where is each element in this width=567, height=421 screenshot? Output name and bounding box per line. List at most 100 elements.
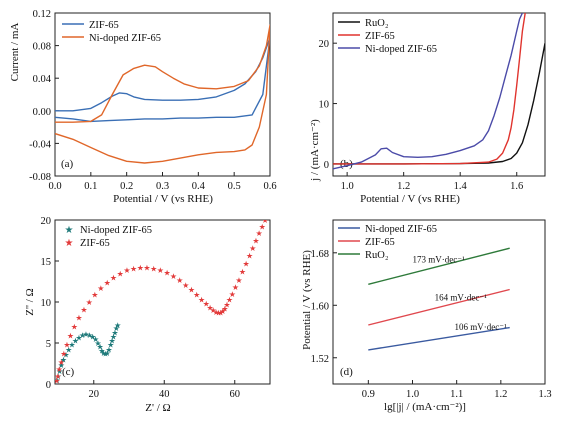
panel-c-series-1-point: ★ <box>188 286 195 295</box>
panel-c-series-1-point: ★ <box>130 264 137 273</box>
panel-a-xtick-label: 0.6 <box>263 181 276 192</box>
panel-c-series-1-point: ★ <box>259 223 266 232</box>
panel-c-series-1-point: ★ <box>219 307 226 316</box>
panel-a-ytick-label: 0.00 <box>33 107 51 118</box>
panel-c-series-1-point: ★ <box>226 296 233 305</box>
panel-c-series-1-point: ★ <box>86 298 93 307</box>
panel-a-xtick-label: 0.0 <box>48 181 61 192</box>
panel-c-series-1-point: ★ <box>80 305 87 314</box>
panel-a-ylabel: Current / mA <box>9 23 21 82</box>
panel-c-series-1-point: ★ <box>71 323 78 332</box>
panel-d-ytick-label: 1.68 <box>311 249 329 260</box>
panel-b-ytick-label: 10 <box>319 100 330 111</box>
panel-c-series-0-point: ★ <box>94 339 101 348</box>
panel-d-ytick-label: 1.60 <box>311 301 329 312</box>
panel-c-series-0-point: ★ <box>86 331 93 340</box>
panel-a-series-0-line <box>55 36 270 123</box>
panel-b-ytick-label: 20 <box>319 39 330 50</box>
panel-c-series-1-point: ★ <box>261 216 268 225</box>
panel-c-series-1-point: ★ <box>198 296 205 305</box>
panel-c-series-1-point: ★ <box>203 300 210 309</box>
panel-a-xtick-label: 0.2 <box>120 181 133 192</box>
panel-c-series-0-point: ★ <box>62 350 69 359</box>
panel-a-xtick-label: 0.3 <box>156 181 169 192</box>
panel-c-series-1-point: ★ <box>157 266 164 275</box>
panel-c-series-0-point: ★ <box>98 346 105 355</box>
panel-c-series-1-point: ★ <box>170 272 177 281</box>
panel-d-label: (d) <box>340 366 353 378</box>
panel-c-series-1-point: ★ <box>117 269 124 278</box>
panel-c-series-0-point: ★ <box>60 355 67 364</box>
panel-a-xtick-label: 0.4 <box>192 181 206 192</box>
panel-a-series-1-line <box>55 24 270 164</box>
panel-c-series-0-point: ★ <box>82 330 89 339</box>
panel-d-tafel-plot: Potential / V (vs RHE) lg[|j| / (mA·cm⁻²… <box>301 219 552 413</box>
panel-c-series-0-point: ★ <box>113 324 120 333</box>
panel-c-series-0-point: ★ <box>58 361 65 370</box>
panel-b-series-2-line <box>333 13 524 170</box>
panel-d-series-0-slope-label: 106 mV·dec⁻¹ <box>454 322 506 332</box>
panel-c-legend-label: Ni-doped ZIF-65 <box>80 225 152 236</box>
panel-d-legend-label: RuO₂ <box>365 250 389 261</box>
panel-c-series-1-point: ★ <box>235 276 242 285</box>
panel-d-xtick-label: 1.1 <box>450 389 463 400</box>
panel-c-series-0-point: ★ <box>54 376 61 385</box>
panel-c-series-1-point: ★ <box>110 273 117 282</box>
panel-c-legend-label: ZIF-65 <box>80 238 110 249</box>
panel-b-legend-label: ZIF-65 <box>365 31 395 42</box>
panel-b-series-1-line <box>333 13 526 165</box>
panel-c-series-1-point: ★ <box>163 268 170 277</box>
panel-c-series-1-point: ★ <box>91 291 98 300</box>
panel-d-legend-label: ZIF-65 <box>365 237 395 248</box>
panel-c-ytick-label: 15 <box>41 257 52 268</box>
panel-c-series-0-point: ★ <box>105 346 112 355</box>
panel-c-nyquist-plot: Z'' / Ω Z' / Ω (c) 20 40 6005101520★★★★★★★… <box>24 216 271 414</box>
panel-a-label: (a) <box>61 158 74 170</box>
panel-d-series-2-slope-label: 173 mV·dec⁻¹ <box>413 255 465 265</box>
panel-c-series-1-point: ★ <box>232 283 239 292</box>
panel-c-series-0-point: ★ <box>68 341 75 350</box>
panel-c-legend-marker: ★ <box>65 238 74 249</box>
panel-c-series-0-point: ★ <box>104 349 111 358</box>
panel-c-series-0-point: ★ <box>111 328 118 337</box>
panel-c-series-0-point: ★ <box>97 342 104 351</box>
panel-c-series-0-point: ★ <box>110 332 117 341</box>
panel-d-legend-label: Ni-doped ZIF-65 <box>365 224 437 235</box>
panel-c-series-1-point: ★ <box>75 314 82 323</box>
panel-b-legend-label: RuO₂ <box>365 18 389 29</box>
panel-c-series-1-point: ★ <box>150 264 157 273</box>
panel-c-series-0-point: ★ <box>114 321 121 330</box>
panel-c-xtick-label: 20 <box>89 389 100 400</box>
panel-c-series-1-point: ★ <box>53 377 60 386</box>
panel-d-series-1-line <box>368 288 510 326</box>
panel-c-series-1-point: ★ <box>123 266 130 275</box>
panel-d-ylabel: Potential / V (vs RHE) <box>301 250 313 350</box>
panel-c-series-1-point: ★ <box>143 264 150 273</box>
panel-a-xtick-label: 0.1 <box>84 181 97 192</box>
panel-c-series-1-point: ★ <box>255 229 262 238</box>
panel-c-series-1-point: ★ <box>67 332 74 341</box>
panel-c-series-1-point: ★ <box>56 365 63 374</box>
panel-a-ytick-label: 0.12 <box>33 9 51 20</box>
panel-c-series-0-point: ★ <box>100 349 107 358</box>
panel-d-xtick-label: 1.2 <box>494 389 507 400</box>
panel-a-ytick-label: 0.08 <box>33 42 51 53</box>
panel-a-ytick-label: -0.08 <box>29 172 51 183</box>
panel-c-series-1-point: ★ <box>215 309 222 318</box>
panel-a-legend-label: ZIF-65 <box>89 20 119 31</box>
panel-c-xtick-label: 40 <box>159 389 170 400</box>
panel-c-series-0-point: ★ <box>89 332 96 341</box>
panel-c-series-1-point: ★ <box>249 244 256 253</box>
panel-c-series-1-point: ★ <box>223 300 230 309</box>
panel-c-series-1-point: ★ <box>242 259 249 268</box>
panel-c-series-1-point: ★ <box>239 268 246 277</box>
panel-c-ytick-label: 5 <box>46 339 51 350</box>
panel-c-series-0-point: ★ <box>107 341 114 350</box>
panel-b-xtick-label: 1.2 <box>397 181 410 192</box>
panel-d-xtick-label: 1.3 <box>538 389 551 400</box>
panel-d-series-0-line <box>368 326 510 351</box>
panel-c-ytick-label: 10 <box>41 298 52 309</box>
panel-c-series-1-point: ★ <box>206 304 213 313</box>
panel-c-series-1-point: ★ <box>193 291 200 300</box>
